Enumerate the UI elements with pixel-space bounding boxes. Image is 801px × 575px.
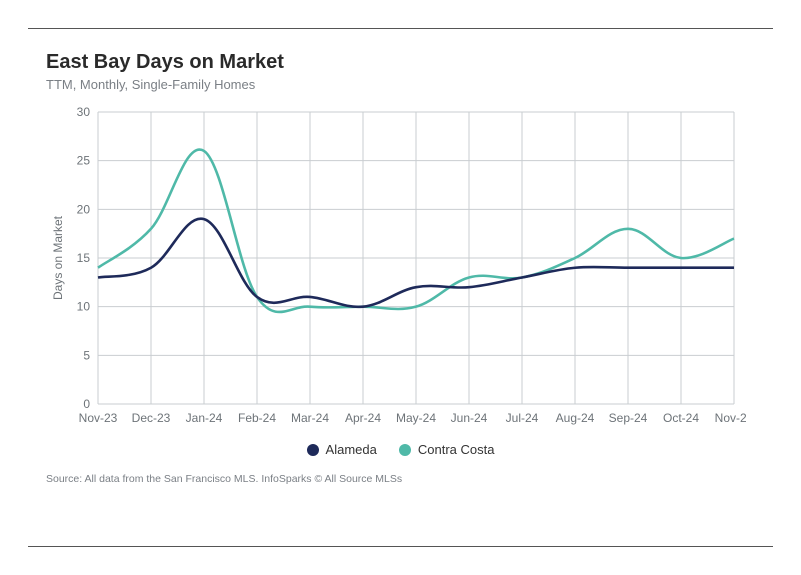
y-axis-label: Days on Market	[51, 215, 65, 300]
y-tick-label: 0	[83, 397, 90, 411]
chart-source-note: Source: All data from the San Francisco …	[46, 473, 755, 485]
x-tick-label: Apr-24	[345, 411, 381, 425]
y-tick-label: 15	[77, 251, 91, 265]
legend-label: Contra Costa	[418, 442, 495, 457]
legend-item: Alameda	[307, 442, 377, 457]
x-tick-label: Mar-24	[291, 411, 329, 425]
legend-label: Alameda	[326, 442, 377, 457]
x-tick-label: Jan-24	[186, 411, 223, 425]
chart-svg: 0 5 10 15 20 25 30 Nov-23 Dec-23 Jan-24 Feb-24 Mar-…	[46, 98, 746, 438]
x-tick-label: May-24	[396, 411, 436, 425]
x-tick-label: Jun-24	[451, 411, 488, 425]
y-tick-label: 5	[83, 348, 90, 362]
y-tick-label: 20	[77, 202, 91, 216]
legend-swatch	[399, 444, 411, 456]
y-tick-label: 10	[77, 300, 91, 314]
x-tick-label: Aug-24	[556, 411, 595, 425]
y-tick-label: 25	[77, 154, 91, 168]
chart-subtitle: TTM, Monthly, Single-Family Homes	[46, 77, 755, 92]
legend-swatch	[307, 444, 319, 456]
chart-title: East Bay Days on Market	[46, 51, 755, 74]
chart-legend: Alameda Contra Costa	[46, 442, 755, 457]
x-tick-label: Feb-24	[238, 411, 276, 425]
x-tick-label: Nov-24	[715, 411, 746, 425]
x-tick-label: Dec-23	[132, 411, 171, 425]
chart-card: East Bay Days on Market TTM, Monthly, Si…	[28, 28, 773, 547]
x-tick-label: Oct-24	[663, 411, 699, 425]
y-tick-label: 30	[77, 105, 91, 119]
x-tick-label: Sep-24	[609, 411, 648, 425]
legend-item: Contra Costa	[399, 442, 495, 457]
chart-plot-area: 0 5 10 15 20 25 30 Nov-23 Dec-23 Jan-24 Feb-24 Mar-…	[46, 98, 755, 438]
x-tick-label: Nov-23	[79, 411, 118, 425]
x-tick-label: Jul-24	[506, 411, 539, 425]
